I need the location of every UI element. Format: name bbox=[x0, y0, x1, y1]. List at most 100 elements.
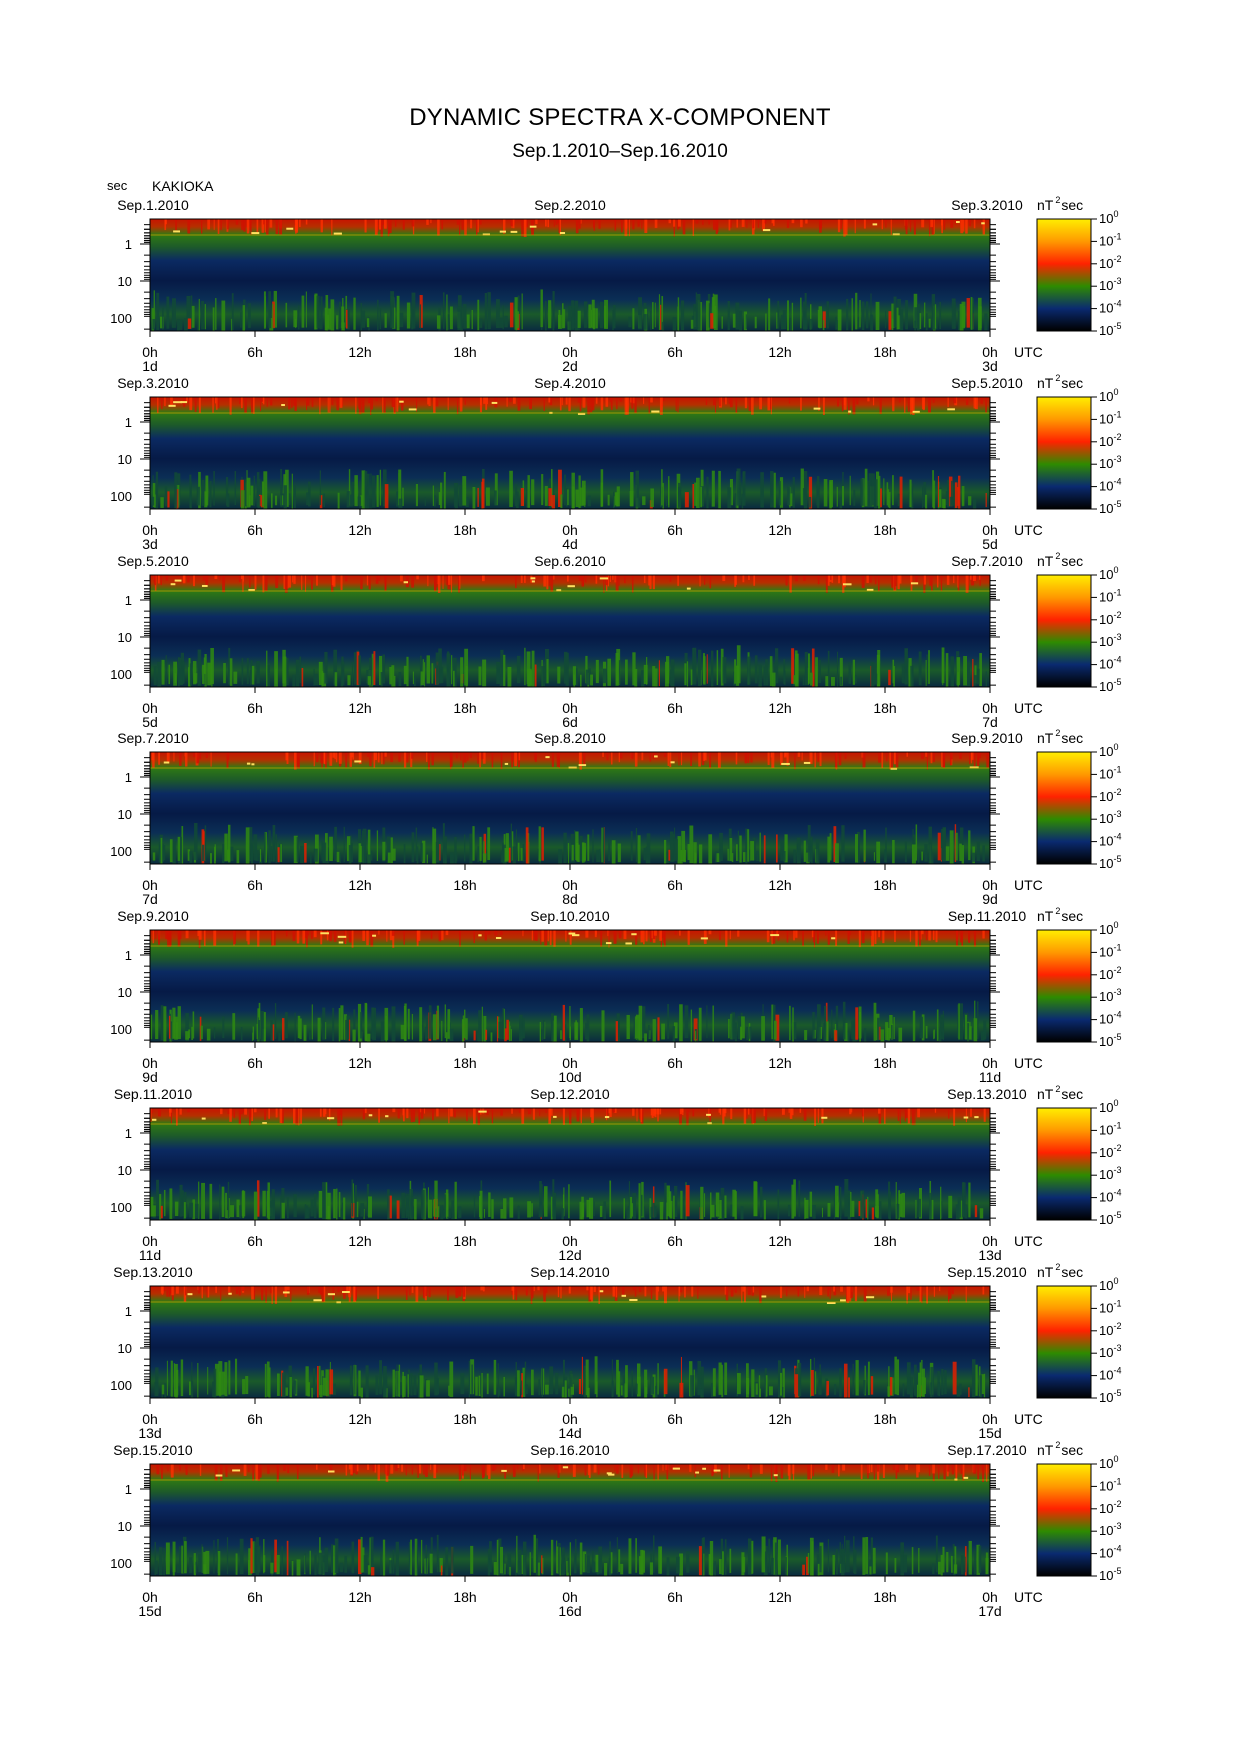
x-tick-label: 0h bbox=[562, 344, 578, 360]
x-tick-label: 0h bbox=[142, 1233, 158, 1249]
spectrogram-panel-6: 100 10-1 10-2 10-3 10-4 10-5 nT 2sec bbox=[140, 1084, 1121, 1227]
x-tick-label: 18h bbox=[873, 1589, 896, 1605]
x-tick-label: 6h bbox=[247, 522, 263, 538]
day-label: 8d bbox=[562, 891, 578, 907]
y-tick-label: 1 bbox=[125, 415, 132, 430]
colorbar-tick-label: 10-2 bbox=[1099, 1499, 1121, 1516]
day-label: 9d bbox=[142, 1069, 158, 1085]
colorbar-tick-label: 10-4 bbox=[1099, 299, 1121, 316]
y-tick-label: 100 bbox=[110, 311, 132, 326]
x-tick-label: 0h bbox=[142, 1411, 158, 1427]
x-tick-label: 6h bbox=[667, 1411, 683, 1427]
x-tick-label: 6h bbox=[247, 1589, 263, 1605]
colorbar-tick-label: 10-3 bbox=[1099, 987, 1121, 1004]
x-tick-label: 0h bbox=[142, 344, 158, 360]
day-label: 10d bbox=[558, 1069, 581, 1085]
x-tick-label: 6h bbox=[667, 700, 683, 716]
colorbar-tick-label: 10-4 bbox=[1099, 1188, 1121, 1205]
date-label-left: Sep.1.2010 bbox=[117, 197, 189, 213]
spectrogram-panel-3: 100 10-1 10-2 10-3 10-4 10-5 nT 2sec bbox=[140, 551, 1121, 694]
day-label: 15d bbox=[978, 1425, 1001, 1441]
day-label: 1d bbox=[142, 358, 158, 374]
x-tick-label: 18h bbox=[453, 522, 476, 538]
x-tick-label: 0h bbox=[982, 1055, 998, 1071]
day-label: 5d bbox=[982, 536, 998, 552]
y-tick-label: 1 bbox=[125, 1482, 132, 1497]
colorbar-tick-label: 10-5 bbox=[1099, 1566, 1121, 1583]
day-label: 15d bbox=[138, 1603, 161, 1619]
colorbar-tick-label: 10-2 bbox=[1099, 254, 1121, 271]
x-tick-label: 18h bbox=[873, 1411, 896, 1427]
colorbar bbox=[1036, 1107, 1092, 1221]
colorbar-tick-label: 10-1 bbox=[1099, 1476, 1121, 1493]
x-tick-label: 12h bbox=[768, 700, 791, 716]
colorbar-tick-label: 100 bbox=[1099, 387, 1118, 404]
page-subtitle: Sep.1.2010–Sep.16.2010 bbox=[512, 141, 728, 162]
y-tick-label: 10 bbox=[118, 985, 132, 1000]
colorbar-tick-label: 10-3 bbox=[1099, 632, 1121, 649]
colorbar bbox=[1036, 751, 1092, 865]
colorbar bbox=[1036, 929, 1092, 1043]
date-label-right: Sep.7.2010 bbox=[951, 553, 1023, 569]
utc-label: UTC bbox=[1014, 1233, 1043, 1249]
y-tick-label: 10 bbox=[118, 452, 132, 467]
y-axis-unit-label: sec bbox=[107, 178, 128, 193]
spectrogram-panel-7: 100 10-1 10-2 10-3 10-4 10-5 nT 2sec bbox=[140, 1262, 1121, 1405]
x-tick-label: 12h bbox=[348, 344, 371, 360]
spectrogram-texture bbox=[154, 1286, 986, 1398]
day-label: 11d bbox=[979, 1069, 1001, 1085]
colorbar-tick-label: 10-5 bbox=[1099, 854, 1121, 871]
x-tick-label: 0h bbox=[142, 700, 158, 716]
x-tick-label: 12h bbox=[348, 522, 371, 538]
x-tick-label: 18h bbox=[453, 344, 476, 360]
colorbar-unit-label: nT 2sec bbox=[1037, 1440, 1083, 1458]
colorbar-tick-label: 10-2 bbox=[1099, 965, 1121, 982]
x-tick-label: 6h bbox=[667, 877, 683, 893]
x-tick-label: 18h bbox=[453, 877, 476, 893]
colorbar-tick-label: 100 bbox=[1099, 742, 1118, 759]
colorbar bbox=[1036, 1463, 1092, 1577]
x-tick-label: 6h bbox=[667, 1055, 683, 1071]
day-label: 7d bbox=[982, 714, 998, 730]
x-tick-label: 6h bbox=[247, 344, 263, 360]
colorbar-tick-label: 10-3 bbox=[1099, 276, 1121, 293]
x-tick-label: 18h bbox=[453, 700, 476, 716]
day-label: 5d bbox=[142, 714, 158, 730]
colorbar-unit-label: nT 2sec bbox=[1037, 551, 1083, 569]
date-label-right: Sep.9.2010 bbox=[951, 730, 1023, 746]
x-tick-label: 0h bbox=[562, 522, 578, 538]
x-tick-label: 6h bbox=[667, 344, 683, 360]
x-tick-label: 0h bbox=[142, 877, 158, 893]
spectrogram-texture bbox=[150, 1108, 986, 1220]
x-tick-label: 18h bbox=[453, 1233, 476, 1249]
x-tick-label: 0h bbox=[982, 344, 998, 360]
y-tick-label: 1 bbox=[125, 948, 132, 963]
station-label: KAKIOKA bbox=[152, 178, 214, 194]
x-tick-label: 12h bbox=[348, 700, 371, 716]
y-tick-label: 100 bbox=[110, 489, 132, 504]
date-label-left: Sep.15.2010 bbox=[113, 1442, 193, 1458]
y-tick-label: 10 bbox=[118, 1341, 132, 1356]
date-label-middle: Sep.4.2010 bbox=[534, 375, 606, 391]
y-tick-label: 10 bbox=[118, 1519, 132, 1534]
day-label: 13d bbox=[138, 1425, 161, 1441]
x-tick-label: 0h bbox=[142, 1589, 158, 1605]
day-label: 2d bbox=[562, 358, 578, 374]
day-label: 13d bbox=[978, 1247, 1001, 1263]
colorbar-tick-label: 10-5 bbox=[1099, 677, 1121, 694]
day-label: 11d bbox=[139, 1247, 161, 1263]
colorbar-tick-label: 10-4 bbox=[1099, 832, 1121, 849]
day-label: 3d bbox=[142, 536, 158, 552]
y-tick-label: 100 bbox=[110, 844, 132, 859]
y-tick-label: 1 bbox=[125, 237, 132, 252]
colorbar-tick-label: 10-5 bbox=[1099, 1388, 1121, 1405]
day-label: 6d bbox=[562, 714, 578, 730]
x-tick-label: 18h bbox=[453, 1589, 476, 1605]
colorbar bbox=[1036, 396, 1092, 510]
x-tick-label: 18h bbox=[873, 522, 896, 538]
colorbar-tick-label: 100 bbox=[1099, 920, 1118, 937]
y-tick-label: 1 bbox=[125, 1304, 132, 1319]
colorbar-tick-label: 10-3 bbox=[1099, 1521, 1121, 1538]
y-tick-label: 100 bbox=[110, 1378, 132, 1393]
